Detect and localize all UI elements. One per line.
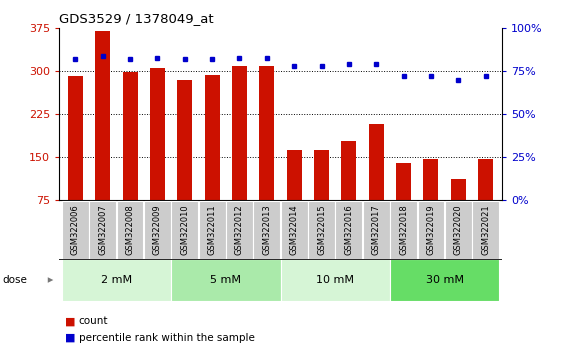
Bar [226, 201, 253, 258]
Text: ■: ■ [65, 333, 75, 343]
Text: GSM322021: GSM322021 [481, 204, 490, 255]
Bar [424, 159, 439, 200]
Text: GSM322013: GSM322013 [263, 204, 272, 255]
Text: GSM322017: GSM322017 [372, 204, 381, 255]
Text: count: count [79, 316, 108, 326]
Text: GSM322011: GSM322011 [208, 204, 217, 255]
Text: GSM322007: GSM322007 [98, 204, 107, 255]
Bar [369, 124, 384, 200]
Text: dose: dose [3, 275, 27, 285]
Bar [150, 68, 165, 200]
Text: GSM322018: GSM322018 [399, 204, 408, 255]
Text: 10 mM: 10 mM [316, 275, 354, 285]
Text: GSM322020: GSM322020 [454, 204, 463, 255]
Bar [62, 259, 171, 301]
Bar [259, 65, 274, 200]
Bar [89, 201, 116, 258]
Text: 2 mM: 2 mM [101, 275, 132, 285]
Bar [363, 201, 390, 258]
Text: GSM322016: GSM322016 [344, 204, 353, 255]
Text: GSM322009: GSM322009 [153, 204, 162, 255]
Bar [95, 31, 110, 200]
Bar [314, 150, 329, 200]
Bar [445, 201, 472, 258]
Bar [396, 163, 411, 200]
Bar [390, 201, 417, 258]
Bar [68, 76, 83, 200]
Bar [335, 201, 362, 258]
Text: 30 mM: 30 mM [426, 275, 463, 285]
Text: GSM322015: GSM322015 [317, 204, 326, 255]
Bar [472, 201, 499, 258]
Bar [280, 259, 390, 301]
Text: GSM322008: GSM322008 [126, 204, 135, 255]
Bar [451, 179, 466, 200]
Bar [62, 201, 89, 258]
Bar [478, 159, 493, 200]
Bar [144, 201, 171, 258]
Bar [280, 201, 307, 258]
Bar [171, 259, 280, 301]
Text: GSM322006: GSM322006 [71, 204, 80, 255]
Bar [287, 150, 302, 200]
Bar [122, 72, 137, 200]
Text: ■: ■ [65, 316, 75, 326]
Bar [390, 259, 499, 301]
Bar [199, 201, 226, 258]
Bar [254, 201, 280, 258]
Bar [417, 201, 444, 258]
Bar [232, 65, 247, 200]
Bar [171, 201, 198, 258]
Text: GSM322010: GSM322010 [180, 204, 189, 255]
Text: GSM322019: GSM322019 [426, 204, 435, 255]
Text: percentile rank within the sample: percentile rank within the sample [79, 333, 255, 343]
Text: GDS3529 / 1378049_at: GDS3529 / 1378049_at [59, 12, 214, 25]
Text: GSM322014: GSM322014 [289, 204, 298, 255]
Bar [177, 80, 192, 200]
Text: 5 mM: 5 mM [210, 275, 241, 285]
Bar [117, 201, 144, 258]
Bar [342, 141, 356, 200]
Bar [308, 201, 335, 258]
Text: GSM322012: GSM322012 [235, 204, 244, 255]
Bar [205, 75, 219, 200]
